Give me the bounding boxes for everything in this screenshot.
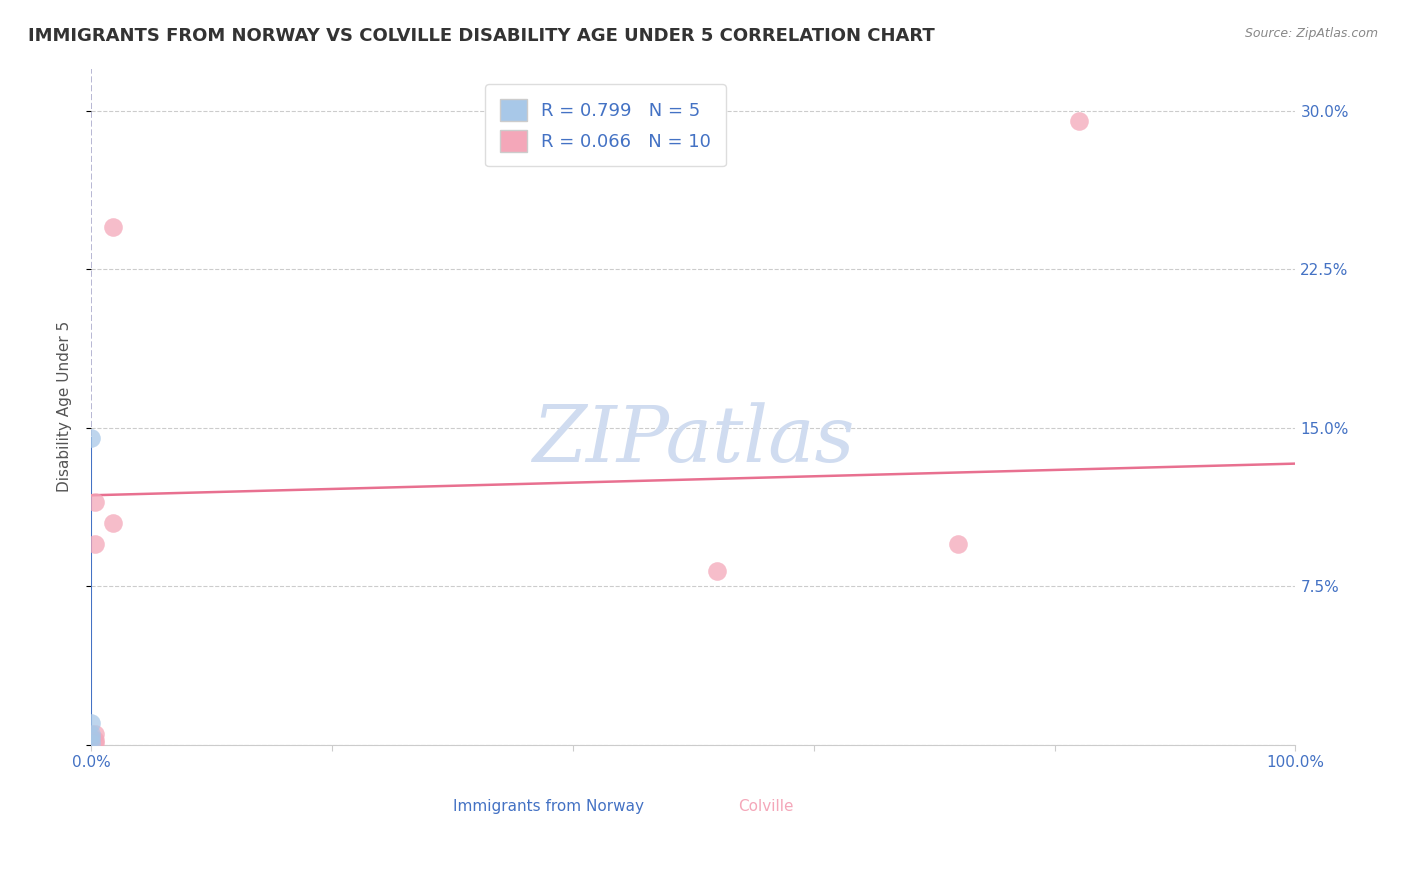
Y-axis label: Disability Age Under 5: Disability Age Under 5 xyxy=(58,321,72,492)
Point xyxy=(101,516,124,530)
Point xyxy=(83,494,105,508)
Point xyxy=(706,565,728,579)
Point xyxy=(80,735,103,749)
Point xyxy=(80,431,103,445)
Point xyxy=(1067,114,1090,128)
Text: Colville: Colville xyxy=(738,798,793,814)
Point xyxy=(80,716,103,731)
Point xyxy=(101,219,124,234)
Point xyxy=(80,727,103,741)
Point xyxy=(83,727,105,741)
Point xyxy=(948,537,970,551)
Point xyxy=(83,733,105,747)
Point xyxy=(80,731,103,746)
Text: Immigrants from Norway: Immigrants from Norway xyxy=(453,798,644,814)
Text: Source: ZipAtlas.com: Source: ZipAtlas.com xyxy=(1244,27,1378,40)
Legend: R = 0.799   N = 5, R = 0.066   N = 10: R = 0.799 N = 5, R = 0.066 N = 10 xyxy=(485,85,725,166)
Point xyxy=(83,735,105,749)
Text: ZIPatlas: ZIPatlas xyxy=(531,402,855,478)
Text: IMMIGRANTS FROM NORWAY VS COLVILLE DISABILITY AGE UNDER 5 CORRELATION CHART: IMMIGRANTS FROM NORWAY VS COLVILLE DISAB… xyxy=(28,27,935,45)
Point xyxy=(83,537,105,551)
